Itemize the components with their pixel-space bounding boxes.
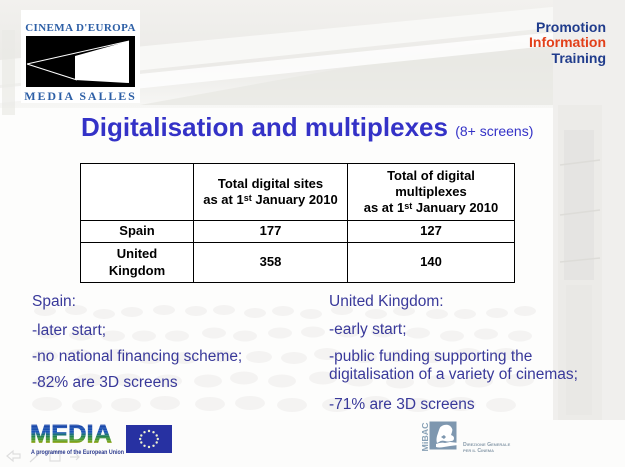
svg-text:PER IL CINEMA: PER IL CINEMA bbox=[463, 448, 494, 454]
svg-text:DIREZIONE GENERALE: DIREZIONE GENERALE bbox=[463, 442, 511, 448]
svg-text:MEDIA: MEDIA bbox=[30, 421, 112, 449]
svg-text:A programme of the European Un: A programme of the European Union bbox=[31, 450, 124, 456]
svg-text:MiBAC: MiBAC bbox=[420, 423, 430, 452]
